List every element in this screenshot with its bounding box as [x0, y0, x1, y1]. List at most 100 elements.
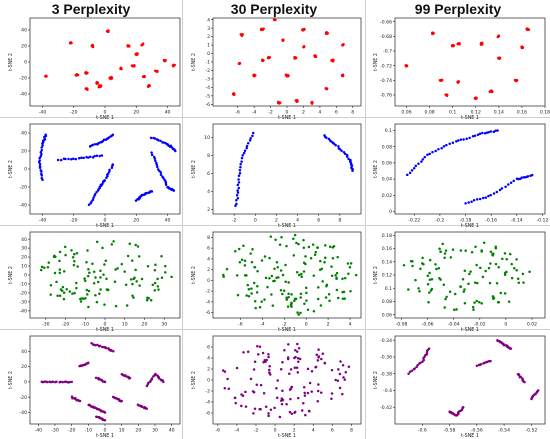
- scatter-point: [304, 413, 307, 417]
- scatter-panel: -30 -20 -10 0 10 20 30 -40 -30 -20 -10 0 10 20 30 40 t-S…: [8, 231, 181, 333]
- scatter-point: [459, 285, 462, 288]
- scatter-point: [338, 386, 342, 390]
- scatter-point: [432, 32, 435, 35]
- scatter-point: [319, 391, 323, 394]
- scatter-point: [94, 293, 97, 297]
- scatter-point: [435, 267, 438, 271]
- scatter-point: [495, 282, 499, 285]
- scatter-panel: -6 -4 -2 0 2 4 6 8 -6 -4 -2 0 2 4 6 t-SNE 1 t-SNE 2: [191, 335, 362, 439]
- scatter-point: [132, 296, 135, 299]
- scatter-point: [75, 252, 79, 255]
- x-tick-label: -0.02: [474, 322, 486, 328]
- scatter-point: [303, 391, 306, 395]
- scatter-point: [515, 258, 518, 261]
- scatter-point: [261, 351, 265, 355]
- scatter-point: [468, 272, 471, 276]
- scatter-point: [100, 154, 104, 157]
- scatter-point: [411, 264, 414, 268]
- scatter-point: [250, 287, 253, 290]
- scatter-point: [334, 378, 337, 382]
- scatter-point: [281, 292, 284, 296]
- scatter-point: [242, 151, 246, 155]
- y-tick-label: -2: [205, 389, 210, 395]
- scatter-point: [87, 203, 91, 206]
- x-tick-label: 0.1: [449, 110, 456, 116]
- x-tick-label: 0: [305, 322, 308, 328]
- scatter-point: [88, 271, 91, 275]
- scatter-point: [293, 233, 297, 237]
- scatter-point: [286, 357, 290, 361]
- scatter-point: [68, 380, 71, 384]
- scatter-point: [314, 365, 318, 369]
- scatter-point: [296, 100, 299, 103]
- y-tick-label: 6: [207, 171, 210, 177]
- scatter-point: [155, 163, 159, 167]
- scatter-point: [264, 276, 268, 280]
- scatter-point: [437, 147, 440, 151]
- y-tick-label: 3: [207, 26, 210, 32]
- scatter-point: [160, 276, 164, 280]
- y-tick-label: 0.06: [382, 161, 392, 167]
- scatter-point: [59, 158, 63, 162]
- scatter-point: [128, 376, 132, 380]
- scatter-point: [520, 45, 523, 49]
- scatter-point: [507, 300, 511, 303]
- scatter-point: [132, 64, 135, 68]
- scatter-point: [266, 285, 269, 289]
- scatter-point: [449, 256, 453, 259]
- scatter-point: [68, 290, 72, 293]
- scatter-point: [513, 267, 516, 270]
- y-tick-label: -10: [19, 282, 27, 288]
- plot-frame: [29, 17, 181, 107]
- scatter-point: [503, 273, 507, 277]
- scatter-point: [136, 245, 140, 248]
- y-tick-label: -6: [205, 411, 210, 417]
- scatter-point: [473, 281, 477, 284]
- row-divider: [0, 225, 550, 226]
- scatter-point: [241, 394, 245, 398]
- scatter-point: [268, 365, 271, 368]
- y-axis-label: t-SNE 2: [8, 266, 14, 284]
- scatter-point: [402, 264, 406, 267]
- scatter-point: [252, 412, 255, 415]
- scatter-point: [463, 302, 467, 305]
- scatter-point: [41, 144, 44, 147]
- scatter-point: [405, 64, 409, 68]
- scatter-point: [297, 360, 300, 364]
- scatter-point: [457, 139, 460, 142]
- scatter-point: [303, 394, 307, 397]
- x-axis-label: t-SNE 1: [278, 115, 296, 121]
- y-tick-label: 10: [21, 264, 27, 270]
- x-tick-label: 0.16: [517, 110, 527, 116]
- scatter-point: [253, 74, 256, 77]
- scatter-point: [134, 268, 137, 272]
- scatter-point: [341, 392, 344, 396]
- scatter-point: [280, 235, 283, 239]
- scatter-point: [348, 266, 352, 269]
- y-tick-label: 6: [207, 246, 210, 252]
- scatter-point: [459, 249, 463, 252]
- scatter-point: [272, 279, 275, 283]
- scatter-point: [330, 392, 334, 395]
- scatter-point: [459, 138, 463, 141]
- scatter-point: [316, 389, 320, 393]
- scatter-point: [465, 137, 468, 141]
- scatter-point: [301, 28, 305, 32]
- scatter-point: [153, 137, 157, 140]
- scatter-point: [84, 296, 87, 300]
- scatter-point: [302, 45, 306, 49]
- x-axis-label: t-SNE 1: [96, 223, 114, 229]
- scatter-point: [234, 401, 237, 405]
- y-tick-label: 20: [21, 364, 27, 370]
- scatter-point: [140, 277, 144, 281]
- scatter-point: [428, 258, 432, 262]
- y-tick-label: 20: [21, 255, 27, 261]
- scatter-point: [342, 376, 345, 379]
- scatter-point: [441, 242, 444, 246]
- scatter-point: [89, 155, 92, 159]
- scatter-point: [269, 235, 273, 238]
- scatter-point: [232, 92, 236, 95]
- scatter-point: [536, 389, 540, 392]
- scatter-point: [487, 131, 490, 134]
- y-tick-label: 20: [21, 149, 27, 155]
